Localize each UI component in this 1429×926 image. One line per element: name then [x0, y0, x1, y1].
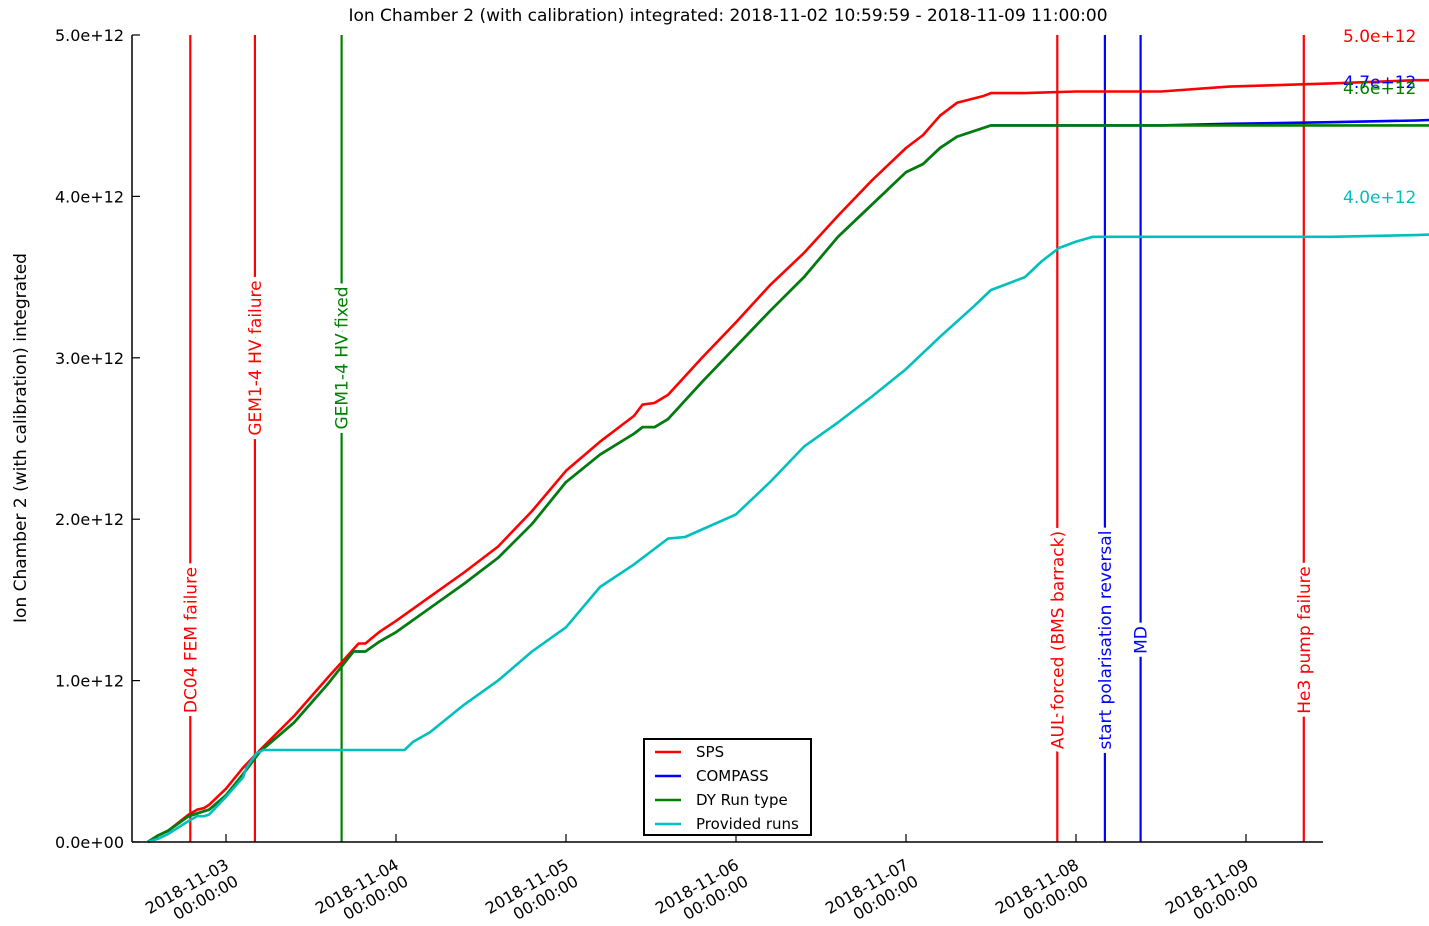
series-layer — [147, 78, 1429, 844]
series-end-label-3: 4.0e+12 — [1343, 188, 1416, 208]
legend-label-1: COMPASS — [696, 767, 769, 785]
y-ticks: 0.0e+00 1.0e+12 2.0e+12 3.0e+12 4.0e+12 5.0e+… — [55, 26, 140, 852]
y-tick-label-5: 5.0e+12 — [55, 26, 124, 45]
legend-label-0: SPS — [696, 743, 724, 761]
series-line-2 — [147, 124, 1429, 844]
series-end-label-0: 5.0e+12 — [1343, 27, 1416, 47]
annotation-labels: DC04 FEM failure GEM1-4 HV failure GEM1-4 … — [177, 276, 1320, 754]
y-tick-label-0: 0.0e+00 — [55, 833, 124, 852]
annotation-label-5: MD — [1132, 626, 1152, 654]
legend-box — [643, 738, 812, 836]
y-tick-label-3: 3.0e+12 — [55, 349, 124, 368]
annotation-lines — [189, 35, 1305, 842]
annotation-label-4: start polarisation reversal — [1096, 531, 1116, 750]
end-labels: 5.0e+12 4.7e+124.6e+12 4.0e+12 — [1343, 27, 1416, 208]
series-end-label-1: 4.7e+12 — [1343, 73, 1416, 93]
legend-label-2: DY Run type — [696, 791, 788, 809]
annotation-label-2: GEM1-4 HV fixed — [333, 286, 353, 429]
legend: SPS COMPASS DY Run type Provided runs — [643, 738, 812, 836]
series-end-label-2: 4.6e+12 — [1343, 79, 1416, 99]
annotation-label-3: AUL forced (BMS barrack) — [1048, 531, 1068, 749]
series-line-0 — [147, 78, 1429, 844]
chart-title: Ion Chamber 2 (with calibration) integra… — [348, 6, 1107, 26]
axes — [131, 35, 1323, 843]
annotation-label-1: GEM1-4 HV failure — [246, 280, 266, 435]
y-tick-label-4: 4.0e+12 — [55, 187, 124, 206]
series-line-1 — [147, 118, 1429, 844]
y-axis-label: Ion Chamber 2 (with calibration) integra… — [11, 253, 31, 623]
series-line-3 — [147, 233, 1429, 844]
legend-label-3: Provided runs — [696, 815, 799, 833]
y-tick-label-2: 2.0e+12 — [55, 510, 124, 529]
annotation-label-6: He3 pump failure — [1295, 566, 1315, 713]
y-tick-label-1: 1.0e+12 — [55, 672, 124, 691]
annotation-label-0: DC04 FEM failure — [181, 567, 201, 713]
